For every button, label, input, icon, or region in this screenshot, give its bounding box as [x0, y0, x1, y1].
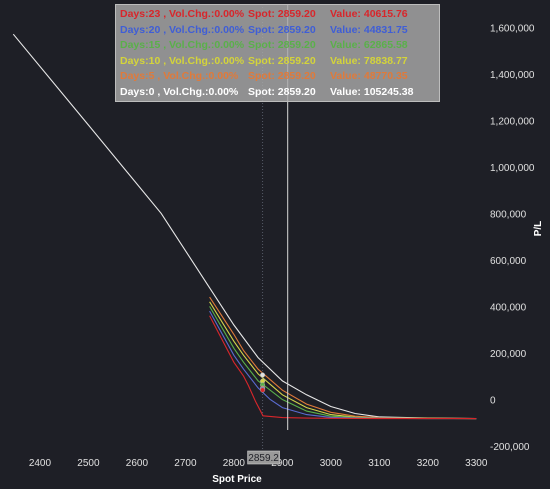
legend-days: Days:23 , Vol.Chg.:0.00% [120, 8, 245, 20]
series-line [209, 296, 477, 420]
legend-spot: Spot: 2859.20 [248, 85, 316, 98]
x-tick-label: 3000 [320, 458, 343, 469]
series-line [209, 315, 477, 420]
series-line [12, 33, 477, 420]
x-tick-label: 3300 [465, 458, 488, 469]
y-tick-label: -200,000 [490, 442, 530, 453]
data-point-marker [260, 372, 266, 378]
legend-value: Value: 105245.38 [330, 85, 414, 98]
legend-value: Value: 78838.77 [330, 54, 408, 67]
y-tick-label: 0 [490, 395, 496, 406]
y-tick-label: 1,600,000 [490, 23, 535, 34]
legend-spot: Spot: 2859.20 [248, 54, 316, 67]
legend-value: Value: 62865.58 [330, 39, 408, 51]
legend-days: Days:5 , Vol.Chg.:0.00% [120, 70, 239, 82]
x-tick-label: 2800 [223, 458, 246, 469]
legend-spot: Spot: 2859.20 [248, 23, 316, 36]
legend-days: Days:15 , Vol.Chg.:0.00% [120, 39, 245, 51]
y-tick-label: 400,000 [490, 302, 527, 313]
legend-spot: Spot: 2859.20 [248, 8, 316, 20]
legend-row: Days:5 , Vol.Chg.:0.00% Spot: 2859.20 Va… [120, 70, 439, 86]
y-axis-title: P/L [533, 221, 544, 237]
y-tick-label: 800,000 [490, 209, 527, 220]
x-tick-label: 2400 [29, 458, 52, 469]
series-line [209, 301, 477, 420]
x-tick-label: 3200 [417, 458, 440, 469]
x-tick-label: 2700 [174, 458, 197, 469]
x-tick-label: 3100 [368, 458, 391, 469]
x-tick-label: 2500 [77, 458, 100, 469]
y-tick-label: 600,000 [490, 256, 527, 267]
legend-days: Days:0 , Vol.Chg.:0.00% [120, 85, 239, 98]
legend-value: Value: 44831.75 [330, 23, 408, 36]
x-axis-title: Spot Price [212, 474, 262, 485]
y-tick-label: 1,200,000 [490, 116, 535, 127]
y-tick-label: 1,000,000 [490, 163, 535, 174]
legend-days: Days:10 , Vol.Chg.:0.00% [120, 54, 245, 67]
legend-row: Days:23 , Vol.Chg.:0.00% Spot: 2859.20 V… [120, 8, 439, 24]
legend-days: Days:20 , Vol.Chg.:0.00% [120, 23, 245, 36]
legend-spot: Spot: 2859.20 [248, 39, 316, 51]
x-tick-label: 2900 [271, 458, 294, 469]
tooltip-legend: Days:23 , Vol.Chg.:0.00% Spot: 2859.20 V… [115, 4, 440, 102]
crosshair-label: 2859.2 [248, 453, 279, 464]
legend-value: Value: 48770.35 [330, 70, 408, 82]
legend-row: Days:0 , Vol.Chg.:0.00% Spot: 2859.20 Va… [120, 86, 439, 102]
crosshair-label-box [247, 450, 280, 465]
series-line [209, 310, 477, 420]
legend-row: Days:10 , Vol.Chg.:0.00% Spot: 2859.20 V… [120, 55, 439, 71]
y-tick-label: 1,400,000 [490, 70, 535, 81]
legend-row: Days:20 , Vol.Chg.:0.00% Spot: 2859.20 V… [120, 24, 439, 40]
y-tick-label: 200,000 [490, 349, 527, 360]
x-tick-label: 2600 [126, 458, 149, 469]
legend-row: Days:15 , Vol.Chg.:0.00% Spot: 2859.20 V… [120, 39, 439, 55]
legend-value: Value: 40615.76 [330, 8, 408, 20]
legend-spot: Spot: 2859.20 [248, 70, 316, 82]
data-point-marker [260, 387, 266, 393]
